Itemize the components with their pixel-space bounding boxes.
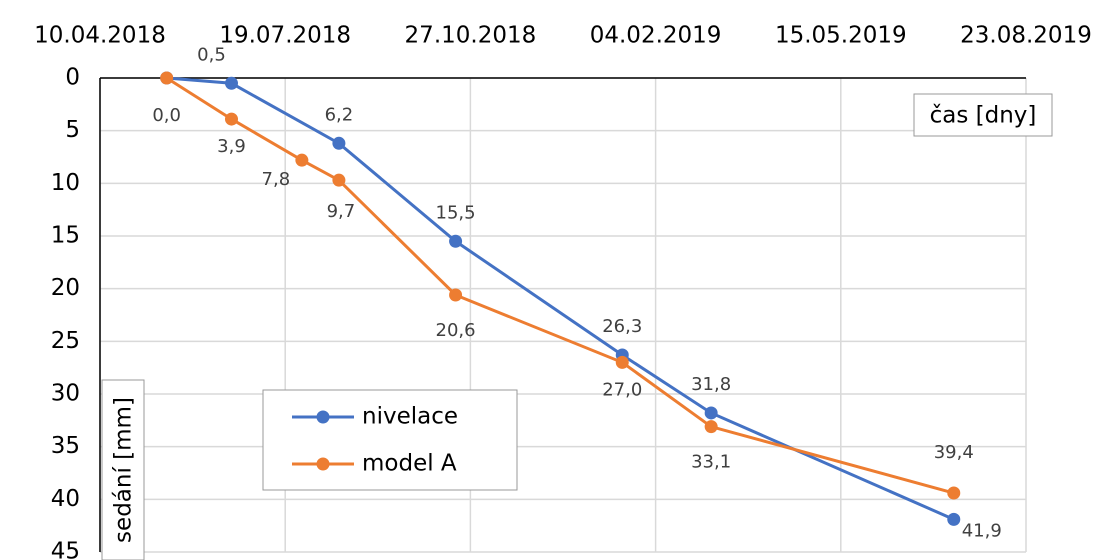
data-label: 0,0 [152, 105, 181, 126]
y-tick-label: 35 [51, 433, 80, 459]
legend-label: nivelace [362, 404, 458, 430]
legend-marker [316, 457, 330, 471]
x-tick-label: 27.10.2018 [405, 23, 537, 49]
legend-marker [316, 410, 330, 424]
data-label: 31,8 [691, 374, 731, 395]
data-label: 6,2 [325, 104, 354, 125]
x-tick-label: 15.05.2019 [775, 23, 907, 49]
point [224, 112, 238, 126]
data-label: 20,6 [436, 320, 476, 341]
data-label: 26,3 [602, 316, 642, 337]
y-axis-title: sedání [mm] [111, 397, 137, 543]
y-tick-label: 0 [65, 65, 80, 91]
y-tick-label: 5 [65, 117, 80, 143]
data-label: 27,0 [602, 379, 642, 400]
y-tick-label: 10 [51, 170, 80, 196]
point [332, 136, 346, 150]
data-label: 41,9 [962, 520, 1002, 541]
point [332, 173, 346, 187]
x-axis-title: čas [dny] [930, 103, 1037, 129]
legend-box [262, 389, 518, 491]
data-label: 39,4 [934, 442, 974, 463]
point [295, 153, 309, 167]
point [947, 486, 961, 500]
y-tick-label: 15 [51, 223, 80, 249]
data-label: 0,5 [197, 44, 226, 65]
y-tick-label: 30 [51, 381, 80, 407]
x-title-box [913, 93, 1053, 137]
point [160, 71, 174, 85]
y-tick-label: 25 [51, 328, 80, 354]
point [704, 406, 718, 420]
y-tick-label: 45 [51, 539, 80, 560]
legend-label: model A [362, 451, 457, 477]
x-tick-label: 10.04.2018 [34, 23, 166, 49]
point [449, 288, 463, 302]
y-tick-label: 40 [51, 486, 80, 512]
x-tick-label: 23.08.2019 [960, 23, 1092, 49]
point [615, 355, 629, 369]
data-label: 7,8 [262, 169, 291, 190]
y-title-box [101, 379, 145, 560]
x-tick-label: 04.02.2019 [590, 23, 722, 49]
point [704, 420, 718, 434]
series-line [165, 76, 955, 495]
data-label: 33,1 [691, 452, 731, 473]
point [224, 76, 238, 90]
data-label: 15,5 [436, 202, 476, 223]
y-tick-label: 20 [51, 275, 80, 301]
x-tick-label: 19.07.2018 [219, 23, 351, 49]
data-label: 3,9 [217, 136, 246, 157]
point [947, 512, 961, 526]
point [449, 234, 463, 248]
data-label: 9,7 [327, 201, 356, 222]
